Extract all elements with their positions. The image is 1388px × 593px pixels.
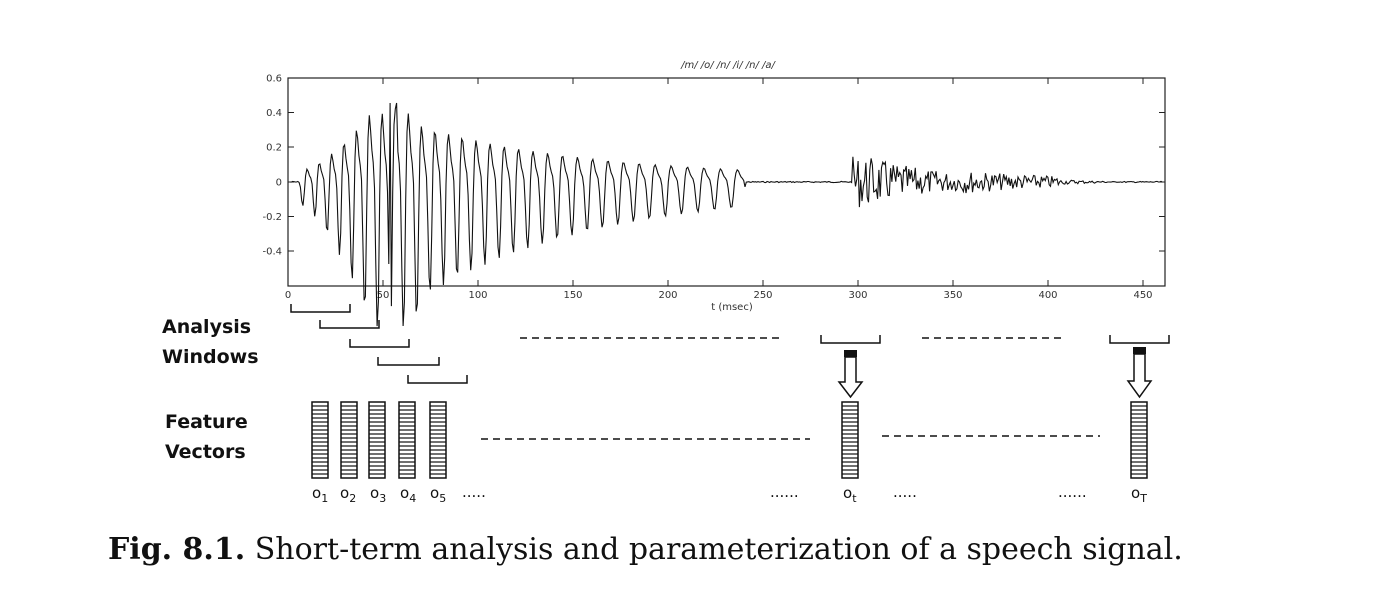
figure-caption: Fig. 8.1. Short-term analysis and parame… — [108, 532, 1308, 567]
feature-vectors — [311, 401, 1148, 479]
x-tick-label: 50 — [377, 290, 390, 301]
x-tick-label: 200 — [658, 290, 677, 301]
analysis-window-2 — [319, 320, 380, 329]
arrow-down-icon — [1126, 353, 1153, 399]
vector-label-T: oT — [1131, 484, 1147, 505]
caption-text: Short-term analysis and parameterization… — [254, 532, 1183, 567]
x-tick-label: 250 — [753, 290, 772, 301]
feature-vector-5 — [429, 401, 447, 479]
analysis-window-5 — [407, 375, 468, 384]
vector-label-t: ot — [843, 484, 857, 505]
x-tick-label: 0 — [285, 290, 291, 301]
feature-vector-T — [1130, 401, 1148, 479]
analysis-windows — [290, 304, 1170, 384]
speech-waveform — [289, 102, 1163, 327]
feature-vectors-label-line1: Feature — [165, 411, 248, 433]
x-axis-ticks: 0 50 100 150 200 250 300 350 400 450 — [285, 78, 1153, 301]
analysis-window-4 — [377, 357, 440, 366]
ellipsis-2: ...... — [770, 483, 799, 501]
arrow-T-head-cap — [1133, 347, 1146, 354]
feature-vector-4 — [398, 401, 416, 479]
waveform-plot: /m/ /o/ /n/ /i/ /n/ /a/ 0.6 0.4 0.2 0 -0.2 -0… — [262, 60, 1166, 327]
y-tick-label: -0.4 — [262, 247, 282, 258]
y-tick-label: -0.2 — [262, 212, 282, 223]
ellipsis-1: ..... — [462, 483, 486, 501]
y-tick-label: 0.6 — [266, 74, 282, 85]
arrow-down-icon — [837, 356, 864, 399]
analysis-windows-label-line2: Windows — [162, 346, 259, 368]
ellipsis-4: ...... — [1058, 483, 1087, 501]
analysis-window-T — [1109, 335, 1170, 344]
feature-vector-1 — [311, 401, 329, 479]
x-tick-label: 350 — [943, 290, 962, 301]
y-tick-label: 0 — [276, 178, 282, 189]
analysis-window-3 — [349, 339, 410, 348]
vector-label-2: o2 — [340, 484, 356, 505]
y-axis-ticks: 0.6 0.4 0.2 0 -0.2 -0.4 — [262, 74, 1165, 258]
plot-title: /m/ /o/ /n/ /i/ /n/ /a/ — [680, 60, 776, 71]
analysis-windows-label-line1: Analysis — [162, 316, 251, 338]
vector-label-5: o5 — [430, 484, 446, 505]
arrow-t — [837, 350, 864, 399]
continuation-dashes — [481, 337, 1100, 440]
arrow-T — [1126, 347, 1153, 399]
y-tick-label: 0.4 — [266, 108, 282, 119]
vector-label-3: o3 — [370, 484, 386, 505]
y-tick-label: 0.2 — [266, 143, 282, 154]
feature-vector-3 — [368, 401, 386, 479]
feature-vectors-label-line2: Vectors — [165, 441, 246, 463]
x-tick-label: 100 — [468, 290, 487, 301]
analysis-window-t — [820, 335, 881, 344]
vector-label-4: o4 — [400, 484, 416, 505]
caption-label: Fig. 8.1. — [108, 532, 246, 567]
x-tick-label: 450 — [1133, 290, 1152, 301]
x-tick-label: 300 — [848, 290, 867, 301]
arrow-t-head-cap — [844, 350, 857, 357]
x-tick-label: 150 — [563, 290, 582, 301]
x-tick-label: 400 — [1038, 290, 1057, 301]
ellipsis-3: ..... — [893, 483, 917, 501]
vector-label-1: o1 — [312, 484, 328, 505]
x-axis-label: t (msec) — [711, 302, 753, 313]
analysis-window-1 — [290, 304, 351, 313]
feature-vector-t — [841, 401, 859, 479]
vector-labels: o1 o2 o3 o4 o5 ..... ...... ot ..... ...… — [312, 483, 1147, 505]
feature-vector-2 — [340, 401, 358, 479]
